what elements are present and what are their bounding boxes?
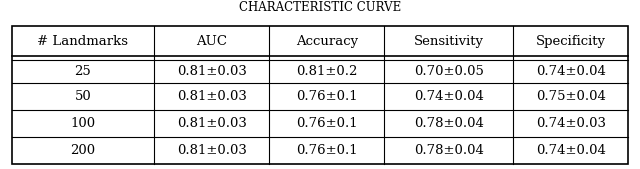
Text: 0.76±0.1: 0.76±0.1 (296, 90, 358, 103)
Text: 0.81±0.03: 0.81±0.03 (177, 144, 247, 157)
Text: 0.74±0.04: 0.74±0.04 (536, 144, 606, 157)
Text: CHARACTERISTIC CURVE: CHARACTERISTIC CURVE (239, 1, 401, 14)
Text: Sensitivity: Sensitivity (414, 35, 484, 48)
Text: 0.74±0.03: 0.74±0.03 (536, 117, 606, 130)
Text: 0.76±0.1: 0.76±0.1 (296, 117, 358, 130)
Text: Specificity: Specificity (536, 35, 606, 48)
Text: 0.81±0.03: 0.81±0.03 (177, 90, 247, 103)
Text: 0.74±0.04: 0.74±0.04 (414, 90, 484, 103)
Text: 0.81±0.2: 0.81±0.2 (296, 65, 358, 78)
Text: 0.81±0.03: 0.81±0.03 (177, 65, 247, 78)
Text: 0.70±0.05: 0.70±0.05 (414, 65, 484, 78)
Text: Accuracy: Accuracy (296, 35, 358, 48)
Text: 50: 50 (75, 90, 92, 103)
Text: 0.78±0.04: 0.78±0.04 (414, 117, 484, 130)
Text: 0.78±0.04: 0.78±0.04 (414, 144, 484, 157)
Text: 0.81±0.03: 0.81±0.03 (177, 117, 247, 130)
Text: AUC: AUC (196, 35, 227, 48)
Text: 0.75±0.04: 0.75±0.04 (536, 90, 606, 103)
Text: 0.74±0.04: 0.74±0.04 (536, 65, 606, 78)
Text: 100: 100 (70, 117, 95, 130)
Text: # Landmarks: # Landmarks (38, 35, 129, 48)
Text: 25: 25 (75, 65, 92, 78)
Text: 200: 200 (70, 144, 95, 157)
Bar (12, 26, 628, 164)
Text: 0.76±0.1: 0.76±0.1 (296, 144, 358, 157)
